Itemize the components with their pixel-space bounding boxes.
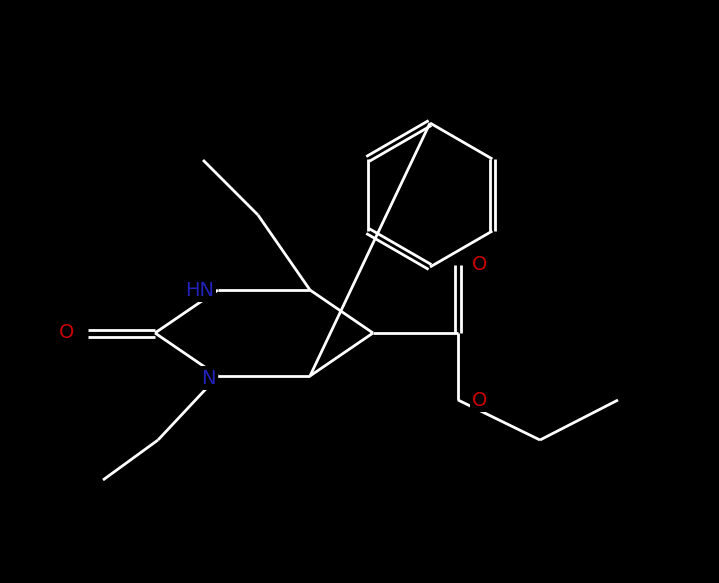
Text: O: O [472,391,487,409]
Text: N: N [201,368,216,388]
Text: O: O [59,324,74,342]
Text: HN: HN [185,280,214,300]
Text: O: O [472,255,487,275]
